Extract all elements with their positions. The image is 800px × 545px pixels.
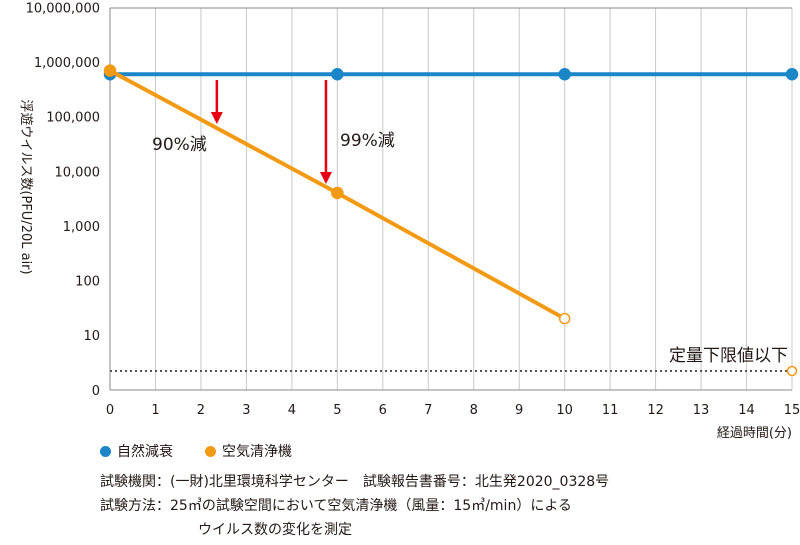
y-tick-label-7: 10,000,000 xyxy=(26,2,100,17)
series-0-point-2 xyxy=(558,68,571,81)
series-0-point-3 xyxy=(785,68,799,81)
legend-item-air-purifier: 空気清浄機 xyxy=(205,441,292,461)
x-tick-label-3: 3 xyxy=(242,403,250,418)
x-tick-label-12: 12 xyxy=(647,403,664,418)
y-tick-label-3: 1,000 xyxy=(63,220,100,235)
x-tick-label-4: 4 xyxy=(288,403,296,418)
x-axis-label: 経過時間(分) xyxy=(717,426,792,440)
series-1-point-1 xyxy=(331,186,344,200)
x-tick-label-6: 6 xyxy=(379,403,387,418)
y-tick-label-2: 100 xyxy=(75,274,100,289)
legend-label-natural-decay: 自然減衰 xyxy=(117,444,173,460)
arrow-99-head xyxy=(319,172,332,184)
legend: 自然減衰 空気清浄機 xyxy=(100,441,292,461)
y-tick-label-6: 1,000,000 xyxy=(34,56,100,71)
annotation-99-label: 99%減 xyxy=(340,131,395,151)
x-tick-label-11: 11 xyxy=(602,403,619,418)
virus-reduction-chart: 0101001,00010,000100,0001,000,00010,000,… xyxy=(18,2,800,440)
note-test-institution: 試験機関：(一財)北里環境科学センター 試験報告書番号：北生発2020_0328… xyxy=(100,474,610,490)
legend-swatch-natural-decay xyxy=(100,445,111,457)
x-tick-label-14: 14 xyxy=(738,403,755,418)
legend-item-natural-decay: 自然減衰 xyxy=(100,441,173,461)
x-tick-label-10: 10 xyxy=(556,403,573,418)
annotation-90-label: 90%減 xyxy=(152,135,207,155)
x-tick-label-1: 1 xyxy=(151,403,159,418)
legend-swatch-air-purifier xyxy=(205,445,216,457)
note-test-method-continued: ウイルス数の変化を測定 xyxy=(198,522,352,538)
test-notes: 試験機関：(一財)北里環境科学センター 試験報告書番号：北生発2020_0328… xyxy=(100,470,609,542)
series-0-point-1 xyxy=(331,68,344,81)
x-tick-label-2: 2 xyxy=(197,403,205,418)
y-axis-label: 浮遊ウイルス数(PFU/20L air) xyxy=(18,99,33,274)
y-tick-label-5: 100,000 xyxy=(46,111,100,126)
x-tick-label-8: 8 xyxy=(470,403,478,418)
x-tick-label-0: 0 xyxy=(106,403,114,418)
x-tick-label-7: 7 xyxy=(424,403,432,418)
detection-limit-marker xyxy=(786,365,798,377)
legend-label-air-purifier: 空気清浄機 xyxy=(222,444,292,460)
series-1-point-2 xyxy=(558,312,571,325)
y-tick-label-1: 10 xyxy=(83,329,100,344)
x-tick-label-5: 5 xyxy=(333,403,341,418)
arrow-90-head xyxy=(210,112,223,124)
series-1-point-0 xyxy=(103,64,117,77)
y-tick-label-0: 0 xyxy=(92,384,100,399)
x-tick-label-9: 9 xyxy=(515,403,523,418)
detection-limit-label: 定量下限値以下 xyxy=(669,346,788,366)
x-tick-label-15: 15 xyxy=(784,403,800,418)
note-test-method: 試験方法：25㎥の試験空間において空気清浄機（風量：15㎥/min）による xyxy=(100,498,572,514)
y-tick-label-4: 10,000 xyxy=(55,165,101,180)
x-tick-label-13: 13 xyxy=(693,403,710,418)
